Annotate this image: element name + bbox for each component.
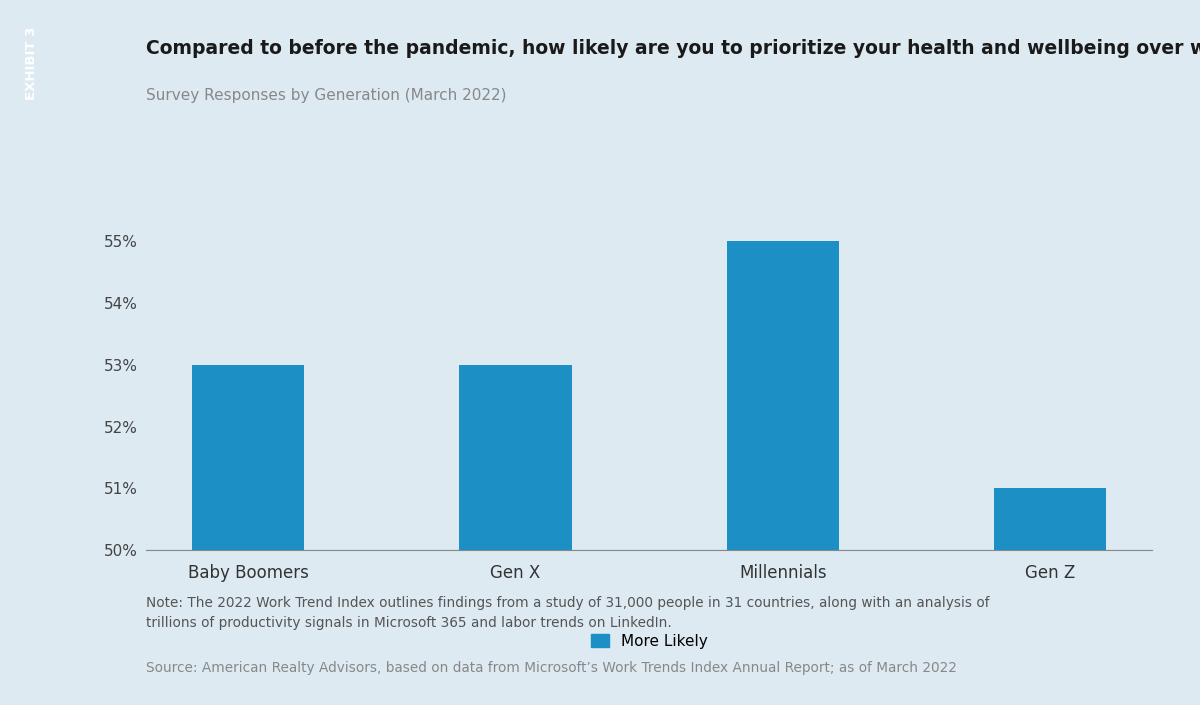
Bar [460, 364, 571, 550]
Text: Survey Responses by Generation (March 2022): Survey Responses by Generation (March 20… [146, 88, 506, 103]
Legend: More Likely: More Likely [590, 634, 708, 649]
Bar [192, 364, 305, 550]
Text: Source: American Realty Advisors, based on data from Microsoft’s Work Trends Ind: Source: American Realty Advisors, based … [146, 661, 958, 675]
Bar [727, 241, 839, 550]
Bar [994, 488, 1106, 550]
Text: Note: The 2022 Work Trend Index outlines findings from a study of 31,000 people : Note: The 2022 Work Trend Index outlines… [146, 596, 990, 630]
Text: Compared to before the pandemic, how likely are you to prioritize your health an: Compared to before the pandemic, how lik… [146, 39, 1200, 58]
Text: EXHIBIT 3: EXHIBIT 3 [25, 27, 37, 100]
